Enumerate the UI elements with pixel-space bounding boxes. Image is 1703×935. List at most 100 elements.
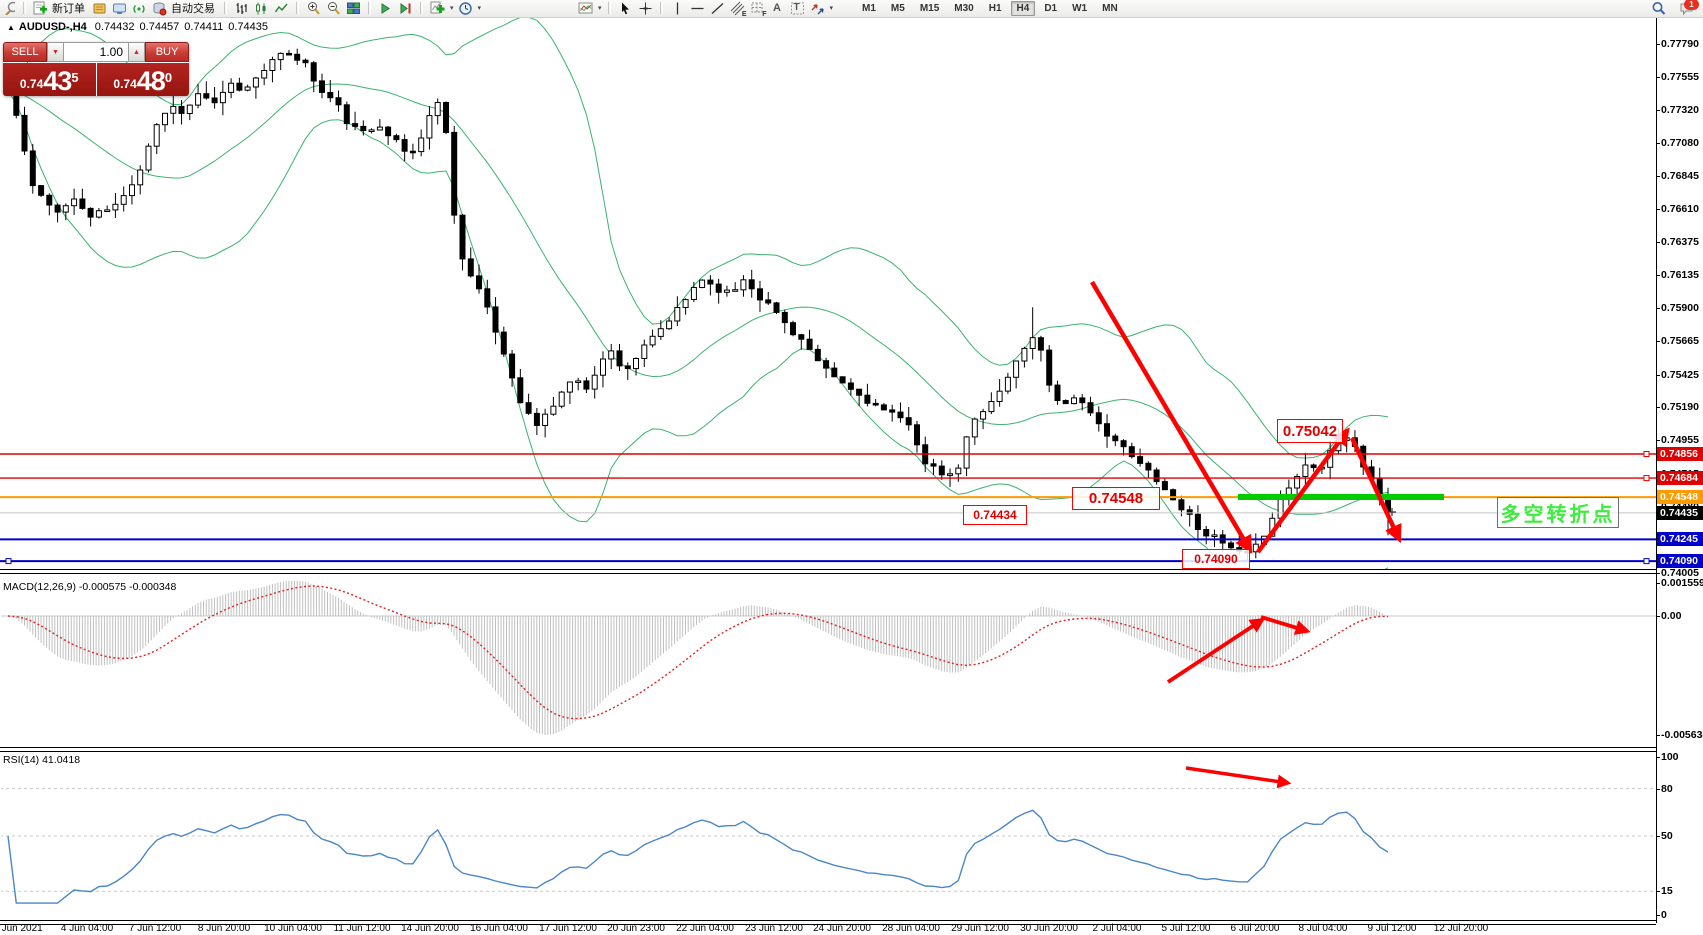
green-highlight-band[interactable] [1238,494,1444,500]
templates-icon[interactable] [577,1,594,16]
journal-icon[interactable] [91,1,108,16]
timeframe-button-M1[interactable]: M1 [862,2,876,14]
trend-arrow[interactable] [1256,427,1350,554]
timeframe-button-MN[interactable]: MN [1102,2,1118,14]
autotrading-icon[interactable] [151,1,168,16]
rsi-axis-label: 0 [1661,909,1667,921]
arrows-tool-icon[interactable] [809,1,826,16]
terminal-icon[interactable] [111,1,128,16]
buy-price[interactable]: 0.74 48 0 [96,63,189,96]
axis-tick [1656,275,1660,276]
toolbar-separator [224,2,227,14]
price-axis-label: 0.77790 [1661,38,1699,50]
time-axis-label: 10 Jun 04:00 [264,923,322,934]
fibonacci-icon[interactable]: E [729,1,747,18]
axis-tick [1656,573,1660,574]
price-axis-label: 0.75425 [1661,369,1699,381]
trend-arrow[interactable] [1090,280,1253,554]
line-chart-icon[interactable] [273,1,290,16]
trend-arrow[interactable] [1349,437,1402,544]
chevron-down-icon[interactable]: ▾ [450,5,454,12]
sell-price-sup: 5 [71,70,79,85]
price-callout[interactable]: 0.74090 [1182,549,1250,569]
periods-icon[interactable] [457,1,474,16]
trendline-icon[interactable] [709,1,726,16]
tile-windows-icon[interactable] [345,1,362,16]
macd-header: MACD(12,26,9) -0.000575 -0.000348 [3,581,177,593]
time-axis-label: 29 Jun 12:00 [951,923,1009,934]
annotation-text-box[interactable]: 多空转折点 [1497,497,1619,528]
line-drag-handle[interactable] [1643,558,1650,565]
timeframe-button-W1[interactable]: W1 [1072,2,1088,14]
timeframe-button-D1[interactable]: D1 [1044,2,1058,14]
timeframe-button-M5[interactable]: M5 [890,2,905,14]
candlestick-chart-icon[interactable] [253,1,270,16]
autotrading-button[interactable]: 自动交易 [171,3,215,15]
chevron-down-icon[interactable]: ▾ [598,5,602,12]
time-axis-label: 11 Jun 12:00 [333,923,391,934]
sell-button[interactable]: SELL [3,42,47,62]
indicators-icon[interactable] [429,1,446,16]
zoom-in-icon[interactable] [305,1,322,16]
notifications-icon[interactable]: 1 [1678,0,1699,16]
volume-increase-button[interactable]: ▲ [128,42,145,62]
bollinger-upper [7,17,1389,459]
buy-button[interactable]: BUY [145,42,189,62]
line-drag-handle[interactable] [1643,475,1650,482]
price-tag: 0.74856 [1657,447,1703,461]
search-icon[interactable] [1650,1,1667,16]
grid-icon[interactable]: F [749,1,767,18]
price-tag: 0.74684 [1657,471,1703,485]
vertical-line-icon[interactable] [669,1,686,16]
macd-arrow[interactable] [1166,617,1266,684]
volume-decrease-button[interactable]: ▼ [47,42,64,62]
chevron-down-icon[interactable]: ▾ [829,5,834,12]
timeframe-button-H4[interactable]: H4 [1010,0,1036,16]
chevron-down-icon[interactable]: ▾ [477,5,482,12]
price-callout[interactable]: 0.74434 [963,505,1027,525]
panel-separator[interactable] [0,569,1656,574]
price-axis-label: 0.74955 [1661,434,1699,446]
macd-arrow[interactable] [1260,615,1311,635]
bar-chart-icon[interactable] [233,1,250,16]
rsi-axis-label: 100 [1661,751,1679,763]
time-axis-label: 2 Jun 2021 [0,923,43,934]
price-callout[interactable]: 0.75042 [1277,419,1343,443]
cursor-icon[interactable] [617,1,634,16]
panel-separator[interactable] [0,747,1656,752]
text-tool-icon[interactable]: A [773,2,781,14]
timeframe-button-H1[interactable]: H1 [988,2,1002,14]
rsi-axis-label: 15 [1661,885,1673,897]
axis-tick [1656,308,1660,309]
buy-price-big: 48 [136,66,166,96]
text-label-icon[interactable]: T [789,1,806,16]
timeframe-button-M15[interactable]: M15 [919,2,940,14]
signal-icon[interactable] [131,1,148,16]
time-axis-label: 17 Jun 12:00 [539,923,597,934]
axis-tick [1656,176,1660,177]
ohlc-low: 0.74411 [184,21,224,33]
time-axis-label: 23 Jun 12:00 [745,923,803,934]
crosshair-icon[interactable] [637,1,654,16]
time-axis-label: 2 Jul 04:00 [1092,923,1142,934]
rsi-arrow[interactable] [1185,766,1292,789]
timeframe-button-M30[interactable]: M30 [954,2,974,14]
sell-price[interactable]: 0.74 43 5 [3,63,96,96]
new-order-button[interactable]: 新订单 [52,3,85,15]
symbol-period-label: AUDUSD-,H4 [18,21,87,33]
zoom-out-icon[interactable] [325,1,342,16]
toolbar-separator [659,2,663,14]
volume-input[interactable]: 1.00 [64,42,128,62]
new-order-icon[interactable] [32,1,49,16]
chart-shift-icon[interactable] [397,1,414,16]
price-callout[interactable]: 0.74548 [1072,487,1160,510]
horizontal-line-icon[interactable] [689,1,706,16]
toolbar-separator [296,2,299,14]
line-drag-handle[interactable] [1643,451,1650,457]
auto-scroll-icon[interactable] [377,1,394,16]
line-drag-handle[interactable] [5,558,12,565]
collapse-marker-icon[interactable]: ▲ [7,23,15,32]
partial-icon [0,1,17,16]
